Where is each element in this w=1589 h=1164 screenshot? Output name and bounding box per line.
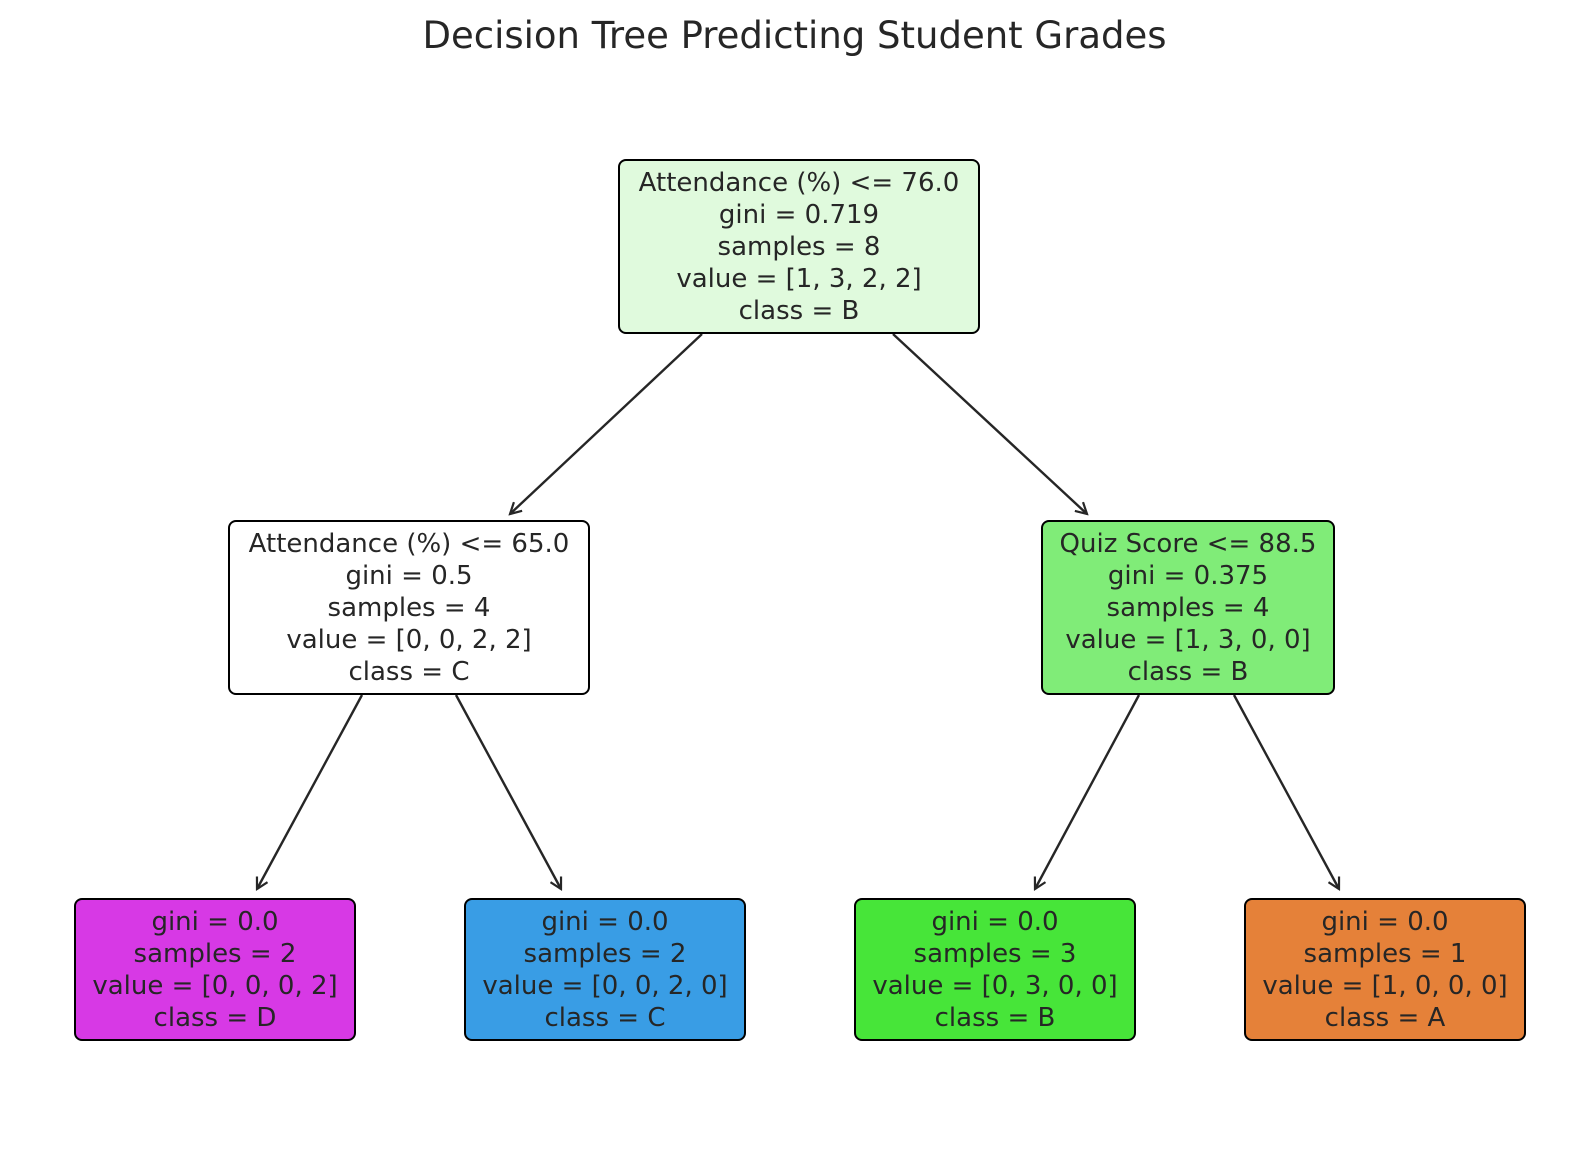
node-class: class = B (934, 1002, 1056, 1033)
node-samples: samples = 8 (717, 231, 881, 262)
edge-right-leaf-b (1035, 694, 1141, 889)
node-value: value = [1, 3, 2, 2] (676, 263, 922, 294)
node-gini: gini = 0.0 (541, 906, 669, 937)
node-value: value = [0, 0, 2, 0] (482, 970, 728, 1001)
node-samples: samples = 4 (327, 592, 491, 623)
node-samples: samples = 2 (523, 938, 687, 969)
node-value: value = [0, 3, 0, 0] (872, 970, 1118, 1001)
node-class: class = D (153, 1002, 277, 1033)
node-samples: samples = 4 (1106, 592, 1270, 623)
node-gini: gini = 0.0 (151, 906, 279, 937)
node-value: value = [1, 0, 0, 0] (1262, 970, 1508, 1001)
tree-leaf-class-d: gini = 0.0 samples = 2 value = [0, 0, 0,… (74, 898, 356, 1041)
edge-left-leaf-c (454, 694, 561, 889)
node-class: class = A (1324, 1002, 1446, 1033)
node-gini: gini = 0.0 (1321, 906, 1449, 937)
tree-node-right: Quiz Score <= 88.5 gini = 0.375 samples … (1041, 520, 1335, 695)
node-samples: samples = 3 (913, 938, 1077, 969)
node-value: value = [1, 3, 0, 0] (1065, 624, 1311, 655)
node-samples: samples = 1 (1303, 938, 1467, 969)
node-class: class = B (738, 295, 860, 326)
node-gini: gini = 0.5 (345, 560, 473, 591)
tree-node-root: Attendance (%) <= 76.0 gini = 0.719 samp… (618, 159, 980, 334)
node-gini: gini = 0.375 (1107, 560, 1269, 591)
node-class: class = C (544, 1002, 666, 1033)
tree-leaf-class-a: gini = 0.0 samples = 1 value = [1, 0, 0,… (1244, 898, 1526, 1041)
node-class: class = C (348, 656, 470, 687)
edge-right-leaf-a (1232, 694, 1339, 889)
edge-root-left (510, 333, 703, 514)
node-value: value = [0, 0, 0, 2] (92, 970, 338, 1001)
node-split-rule: Attendance (%) <= 65.0 (248, 528, 570, 559)
tree-leaf-class-b: gini = 0.0 samples = 3 value = [0, 3, 0,… (854, 898, 1136, 1041)
node-gini: gini = 0.0 (931, 906, 1059, 937)
edge-root-right (892, 333, 1087, 514)
node-split-rule: Quiz Score <= 88.5 (1059, 528, 1317, 559)
node-class: class = B (1127, 656, 1249, 687)
node-samples: samples = 2 (133, 938, 297, 969)
edge-left-leaf-d (257, 694, 364, 889)
tree-node-left: Attendance (%) <= 65.0 gini = 0.5 sample… (228, 520, 590, 695)
diagram-title: Decision Tree Predicting Student Grades (422, 14, 1167, 57)
node-value: value = [0, 0, 2, 2] (286, 624, 532, 655)
tree-leaf-class-c: gini = 0.0 samples = 2 value = [0, 0, 2,… (464, 898, 746, 1041)
node-gini: gini = 0.719 (718, 199, 880, 230)
node-split-rule: Attendance (%) <= 76.0 (638, 167, 960, 198)
